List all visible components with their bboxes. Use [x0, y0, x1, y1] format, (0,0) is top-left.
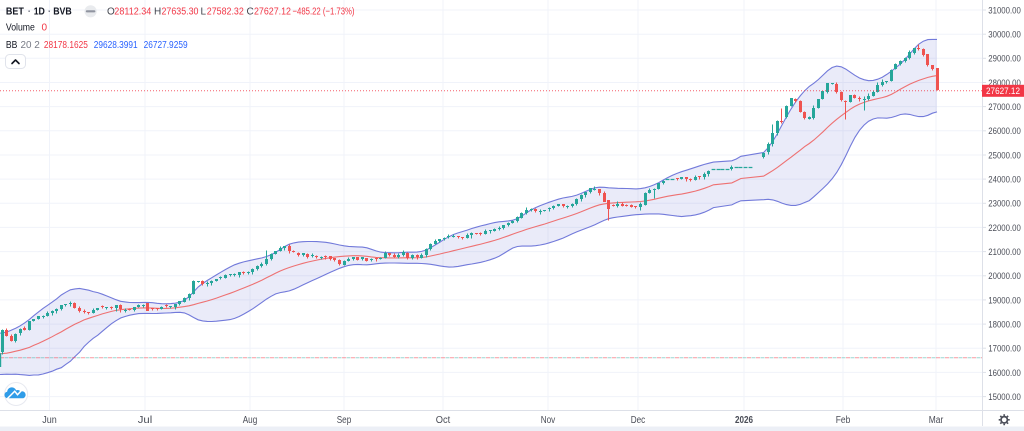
svg-text:−485.22 (−1.73%): −485.22 (−1.73%) — [293, 6, 355, 17]
svg-text:20000.00: 20000.00 — [988, 271, 1021, 282]
svg-text:28178.1625: 28178.1625 — [44, 40, 88, 51]
svg-text:Oct: Oct — [436, 415, 451, 426]
svg-text:H: H — [154, 6, 161, 17]
svg-text:Jun: Jun — [42, 415, 57, 426]
svg-text:O: O — [107, 6, 115, 17]
svg-text:28000.00: 28000.00 — [988, 78, 1021, 89]
svg-text:21000.00: 21000.00 — [988, 247, 1021, 258]
svg-text:28112.34: 28112.34 — [114, 6, 151, 17]
svg-text:Feb: Feb — [836, 415, 851, 426]
svg-text:1D: 1D — [34, 6, 45, 17]
svg-text:BB: BB — [6, 40, 18, 51]
svg-text:19000.00: 19000.00 — [988, 295, 1021, 306]
svg-text:26727.9259: 26727.9259 — [144, 40, 188, 51]
svg-text:Nov: Nov — [541, 415, 556, 426]
svg-text:·: · — [48, 6, 51, 17]
svg-text:Mar: Mar — [929, 415, 944, 426]
svg-text:24000.00: 24000.00 — [988, 175, 1021, 186]
svg-text:BVB: BVB — [53, 6, 72, 17]
svg-text:Sep: Sep — [337, 415, 352, 426]
svg-text:23000.00: 23000.00 — [988, 199, 1021, 210]
svg-text:17000.00: 17000.00 — [988, 344, 1021, 355]
svg-text:22000.00: 22000.00 — [988, 223, 1021, 234]
svg-text:27000.00: 27000.00 — [988, 102, 1021, 113]
svg-text:L: L — [201, 6, 207, 17]
svg-text:29000.00: 29000.00 — [988, 54, 1021, 65]
svg-text:25000.00: 25000.00 — [988, 150, 1021, 161]
svg-text:29628.3991: 29628.3991 — [94, 40, 138, 51]
svg-text:BET: BET — [6, 6, 24, 17]
svg-text:Aug: Aug — [243, 415, 258, 426]
svg-text:31000.00: 31000.00 — [988, 5, 1021, 16]
svg-text:2: 2 — [34, 40, 40, 51]
svg-text:27635.30: 27635.30 — [162, 6, 199, 17]
svg-text:0: 0 — [42, 23, 48, 34]
svg-text:30000.00: 30000.00 — [988, 30, 1021, 41]
svg-text:Volume: Volume — [6, 23, 35, 34]
svg-text:·: · — [28, 6, 31, 17]
svg-text:27582.32: 27582.32 — [207, 6, 244, 17]
svg-text:18000.00: 18000.00 — [988, 320, 1021, 331]
svg-text:Jul: Jul — [138, 415, 153, 426]
svg-text:Dec: Dec — [631, 415, 646, 426]
svg-text:26000.00: 26000.00 — [988, 126, 1021, 137]
svg-text:C: C — [247, 6, 254, 17]
svg-text:15000.00: 15000.00 — [988, 392, 1021, 403]
svg-text:16000.00: 16000.00 — [988, 368, 1021, 379]
svg-text:27627.12: 27627.12 — [254, 6, 291, 17]
svg-text:20: 20 — [21, 40, 32, 51]
svg-text:27627.12: 27627.12 — [986, 86, 1020, 97]
svg-text:2026: 2026 — [735, 415, 753, 426]
